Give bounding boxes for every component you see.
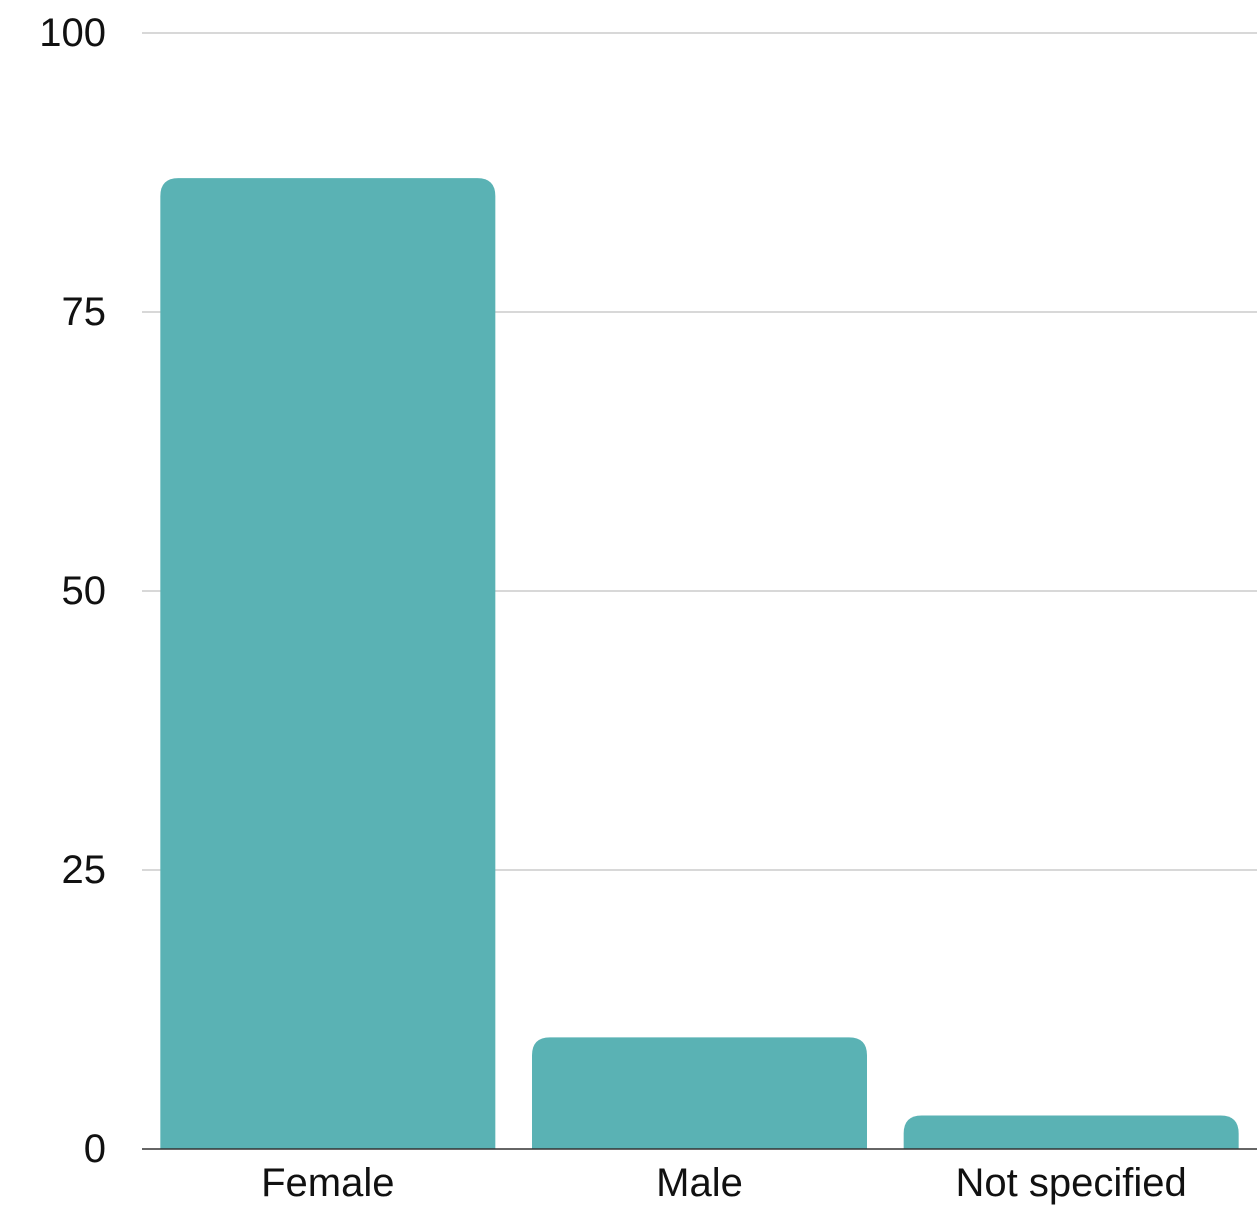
x-category-label: Female — [261, 1161, 394, 1205]
y-tick-label: 0 — [84, 1127, 106, 1171]
y-tick-label: 50 — [62, 569, 107, 613]
bars — [160, 178, 1239, 1149]
y-tick-label: 25 — [62, 848, 107, 892]
y-tick-label: 75 — [62, 290, 107, 334]
x-axis-labels: Female Male Not specified — [261, 1161, 1187, 1205]
y-axis-ticks: 0 25 50 75 100 — [39, 11, 106, 1171]
x-category-label: Not specified — [956, 1161, 1187, 1205]
bar-not-specified — [903, 1115, 1239, 1149]
bar-male — [532, 1037, 867, 1149]
bar-female — [160, 178, 496, 1149]
y-tick-label: 100 — [39, 11, 106, 55]
x-category-label: Male — [656, 1161, 743, 1205]
